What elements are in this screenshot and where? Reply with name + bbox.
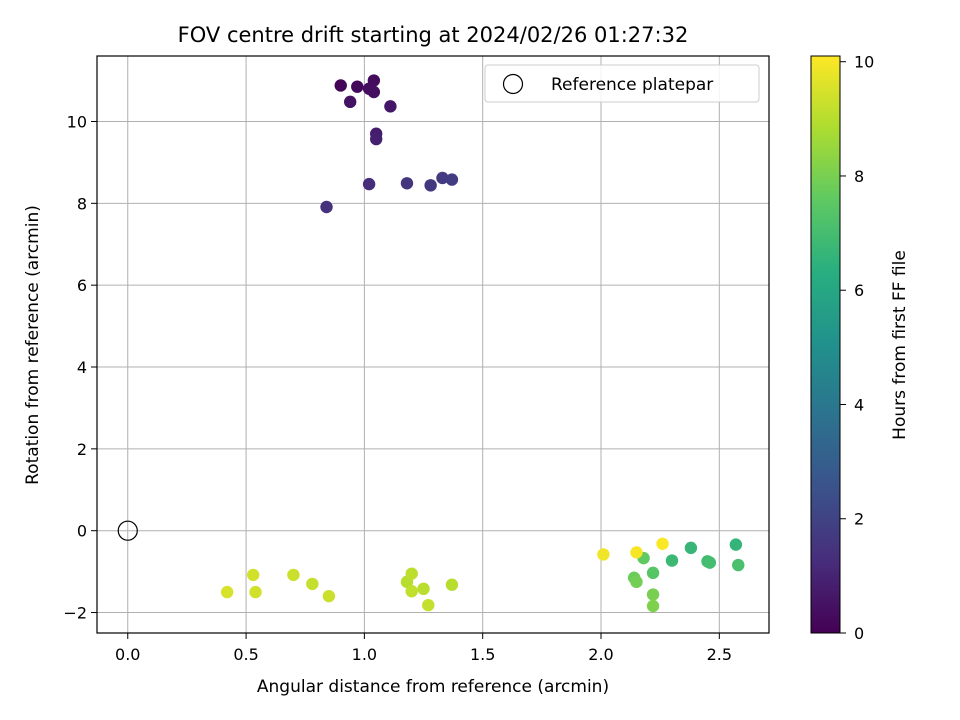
grid-lines [97, 56, 769, 633]
data-point [445, 578, 459, 591]
data-point [436, 171, 449, 185]
data-point [597, 548, 610, 561]
colorbar-tick-label: 10 [854, 53, 874, 72]
data-point [630, 575, 643, 589]
data-point [422, 598, 435, 612]
y-tick-label: 8 [77, 194, 87, 213]
x-tick-label: 0.0 [115, 645, 140, 664]
colorbar-tick-label: 2 [854, 510, 864, 529]
plot-frame [96, 55, 770, 634]
data-point [343, 95, 357, 109]
y-tick-label: 2 [77, 440, 87, 459]
colorbar-tick-label: 4 [854, 395, 864, 414]
y-axis: −2 0 2 4 6 8 10 [63, 112, 97, 623]
data-point [405, 585, 418, 598]
colorbar-tick-label: 0 [854, 624, 864, 643]
chart-title: FOV centre drift starting at 2024/02/26 … [178, 23, 689, 47]
legend-box [484, 64, 760, 103]
data-point [424, 179, 437, 192]
data-point [630, 546, 643, 559]
data-point [684, 541, 698, 555]
colorbar: 0 2 4 6 8 10 Hours from first FF file [810, 53, 910, 643]
y-tick-label: 0 [77, 522, 87, 541]
data-point [351, 80, 364, 93]
reference-platepar-point [117, 520, 138, 541]
y-tick-label: −2 [63, 604, 87, 623]
colorbar-ticks: 0 2 4 6 8 10 [840, 53, 874, 643]
x-axis: 0.0 0.5 1.0 1.5 2.0 2.5 [115, 633, 732, 664]
x-tick-label: 2.0 [588, 645, 613, 664]
data-point [400, 177, 414, 190]
data-point [287, 568, 300, 582]
y-tick-label: 4 [77, 358, 87, 377]
data-point [320, 200, 333, 214]
data-point [249, 585, 262, 599]
colorbar-tick-label: 8 [854, 167, 864, 186]
data-point [703, 556, 717, 569]
legend: Reference platepar [484, 64, 760, 103]
data-point [646, 566, 660, 580]
data-point [370, 132, 383, 146]
data-point [405, 567, 418, 580]
data-point [362, 177, 376, 191]
data-point [306, 577, 319, 591]
legend-label: Reference platepar [551, 75, 713, 95]
legend-reference-marker [502, 73, 524, 95]
y-tick-label: 10 [67, 112, 87, 131]
y-axis-label: Rotation from reference (arcmin) [23, 205, 43, 485]
data-point [732, 558, 745, 572]
x-tick-label: 1.0 [352, 645, 377, 664]
data-point [322, 589, 336, 603]
data-point [367, 85, 381, 99]
data-point [656, 537, 669, 550]
data-point [246, 568, 260, 582]
x-tick-label: 1.5 [470, 645, 495, 664]
points-layer [220, 74, 745, 613]
y-tick-label: 6 [77, 276, 87, 295]
x-tick-label: 0.5 [233, 645, 258, 664]
data-point [417, 582, 430, 596]
data-point [445, 173, 459, 186]
data-point [220, 585, 234, 599]
x-tick-label: 2.5 [707, 645, 732, 664]
x-axis-label: Angular distance from reference (arcmin) [257, 677, 609, 697]
colorbar-gradient [810, 55, 841, 634]
data-point [646, 588, 660, 601]
reference-marker [117, 520, 138, 541]
data-point [384, 100, 397, 113]
colorbar-tick-label: 6 [854, 281, 864, 300]
data-point [729, 538, 743, 551]
data-point [665, 554, 679, 567]
data-point [334, 79, 347, 92]
data-point [646, 599, 660, 613]
colorbar-label: Hours from first FF file [890, 250, 910, 440]
